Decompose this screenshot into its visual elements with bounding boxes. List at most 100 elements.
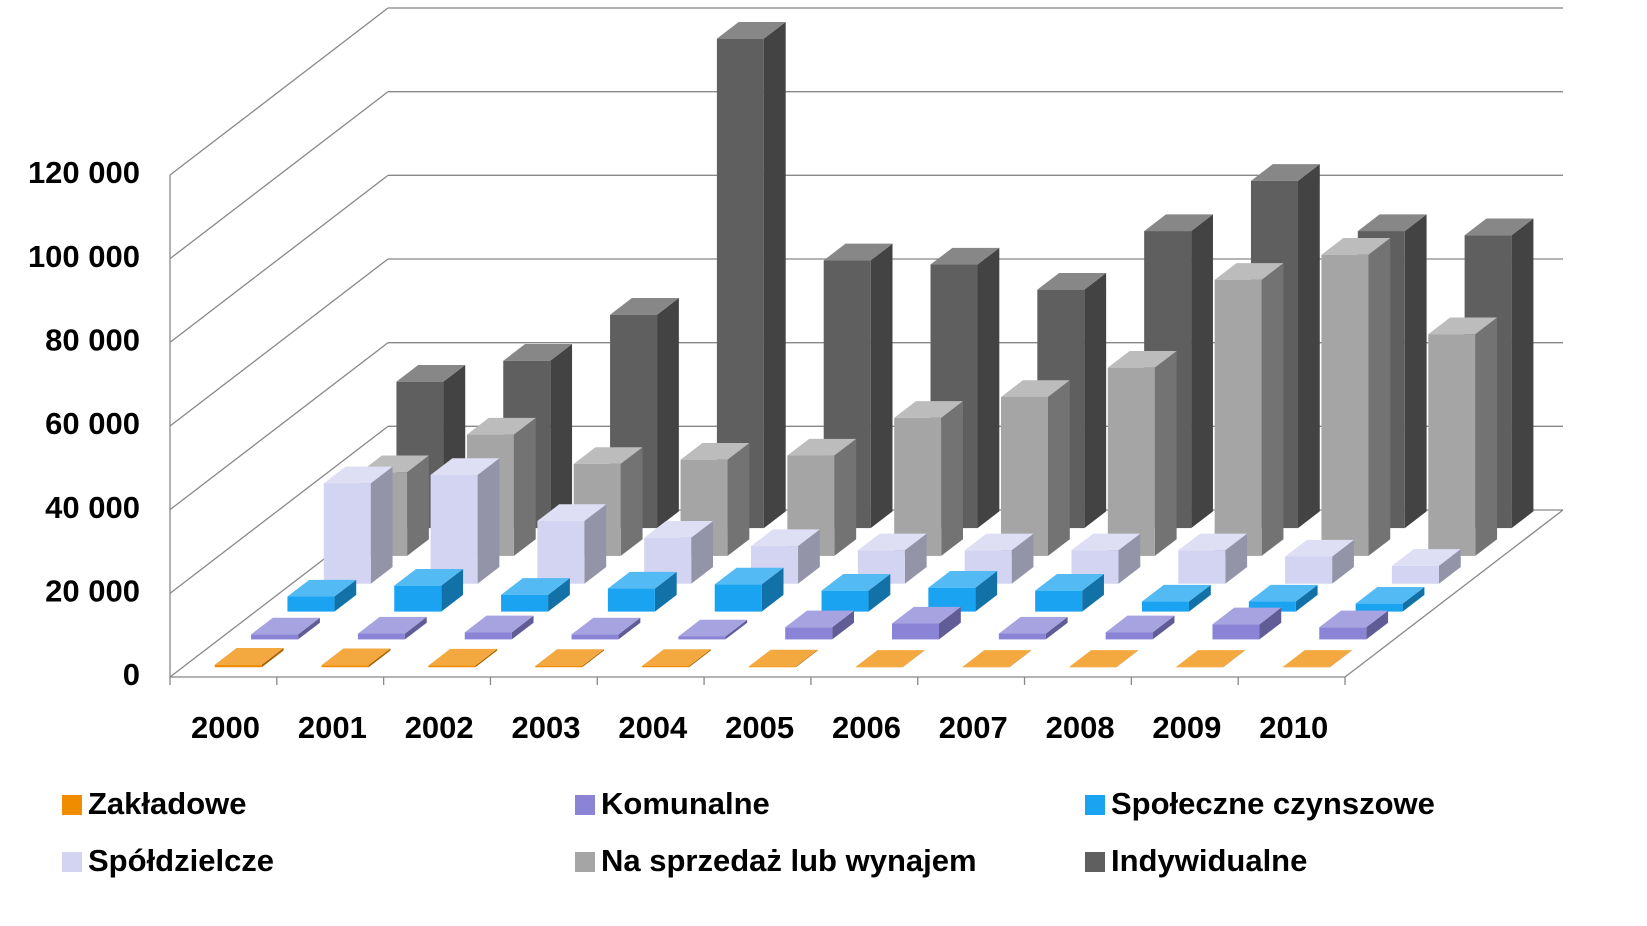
- bar-top: [1282, 650, 1352, 667]
- bar-top: [573, 447, 643, 464]
- bar-group: [821, 573, 891, 612]
- bar-side: [904, 533, 927, 584]
- bar: [464, 632, 512, 640]
- bar-side: [511, 615, 534, 640]
- bar-top: [1214, 263, 1284, 280]
- bar-group: [1282, 650, 1352, 668]
- bar-top: [785, 610, 854, 628]
- bar-top: [466, 417, 536, 435]
- bar: [678, 636, 726, 640]
- bar-side: [1297, 164, 1320, 529]
- x-tick-label: 2000: [191, 710, 260, 745]
- bar: [323, 483, 371, 584]
- bar-group: [1105, 615, 1175, 640]
- bar: [892, 623, 940, 640]
- bar-top: [714, 567, 784, 585]
- bar-top: [1001, 380, 1070, 397]
- legend-swatch: [575, 852, 595, 872]
- bar-side: [763, 21, 786, 529]
- bar-top: [716, 21, 786, 39]
- x-tick-label: 2001: [298, 710, 367, 745]
- bar-side: [977, 247, 1000, 529]
- bar-top: [1107, 350, 1177, 368]
- bar-top: [930, 247, 1000, 265]
- y-tick-label: 120 000: [28, 155, 140, 190]
- bar-top: [1144, 214, 1213, 232]
- bar-side: [798, 529, 820, 584]
- bar: [1355, 603, 1403, 612]
- bar-top: [857, 533, 927, 551]
- y-tick-label: 0: [123, 657, 140, 692]
- grid-line: [169, 342, 389, 511]
- bar: [714, 584, 762, 612]
- bar-group: [1428, 317, 1498, 556]
- bar-top: [748, 649, 818, 667]
- bar: [1001, 396, 1049, 556]
- bar-side: [1225, 533, 1248, 584]
- bar-top: [1464, 218, 1534, 236]
- bar-group: [1107, 350, 1177, 556]
- bar-side: [1475, 317, 1498, 556]
- x-tick-label: 2002: [405, 710, 474, 745]
- bar: [394, 585, 442, 612]
- bar: [537, 521, 585, 584]
- bar-top: [892, 606, 961, 624]
- bar-top: [1071, 533, 1141, 551]
- bar-side: [298, 617, 320, 640]
- bar-top: [1428, 317, 1498, 335]
- bar-top: [464, 615, 534, 633]
- bar: [1285, 556, 1333, 584]
- bar-group: [642, 649, 711, 668]
- bar-side: [334, 579, 357, 612]
- bar-top: [1105, 615, 1175, 633]
- bar-group: [1321, 238, 1391, 556]
- bar-top: [642, 649, 711, 667]
- bar-group: [892, 606, 961, 640]
- bar-top: [287, 579, 357, 597]
- bar: [1428, 334, 1476, 556]
- bar-group: [855, 650, 925, 668]
- bar-group: [644, 521, 714, 584]
- bar: [571, 634, 619, 640]
- bar-side: [404, 616, 427, 640]
- grid-line: [169, 174, 389, 343]
- bar-group: [1069, 650, 1139, 668]
- bar-top: [321, 648, 391, 666]
- bar-top: [821, 573, 891, 591]
- bar-group: [323, 466, 393, 584]
- bar-side: [975, 571, 998, 612]
- bar-side: [832, 610, 854, 640]
- bar-top: [607, 571, 677, 589]
- bar: [1319, 627, 1367, 640]
- bar-group: [1141, 584, 1211, 612]
- bar-top: [1176, 650, 1245, 667]
- bar-side: [1332, 539, 1354, 584]
- bar-top: [1037, 272, 1107, 290]
- bar-side: [795, 649, 818, 668]
- bar-group: [394, 568, 464, 612]
- bar: [821, 590, 869, 612]
- legend-label: Komunalne: [601, 786, 770, 821]
- bar-top: [428, 648, 498, 666]
- bar: [607, 588, 655, 612]
- x-tick-label: 2008: [1046, 710, 1115, 745]
- bar-side: [1045, 616, 1068, 640]
- bar-top: [678, 619, 748, 637]
- bar: [251, 634, 299, 640]
- bar-side: [368, 648, 391, 668]
- bar: [1214, 279, 1262, 556]
- bar-side: [691, 521, 714, 584]
- grid-line: [169, 425, 389, 594]
- legend-swatch: [1085, 852, 1105, 872]
- bar-side: [870, 243, 893, 529]
- bar-side: [902, 650, 925, 668]
- bar-side: [1154, 350, 1177, 556]
- bar: [321, 665, 369, 668]
- bar-group: [1391, 549, 1461, 584]
- legend-swatch: [1085, 795, 1105, 815]
- bar-group: [607, 571, 677, 612]
- bar-group: [998, 616, 1068, 640]
- legend-swatch: [62, 795, 82, 815]
- legend-label: Spółdzielcze: [88, 843, 274, 878]
- bar-side: [550, 344, 573, 529]
